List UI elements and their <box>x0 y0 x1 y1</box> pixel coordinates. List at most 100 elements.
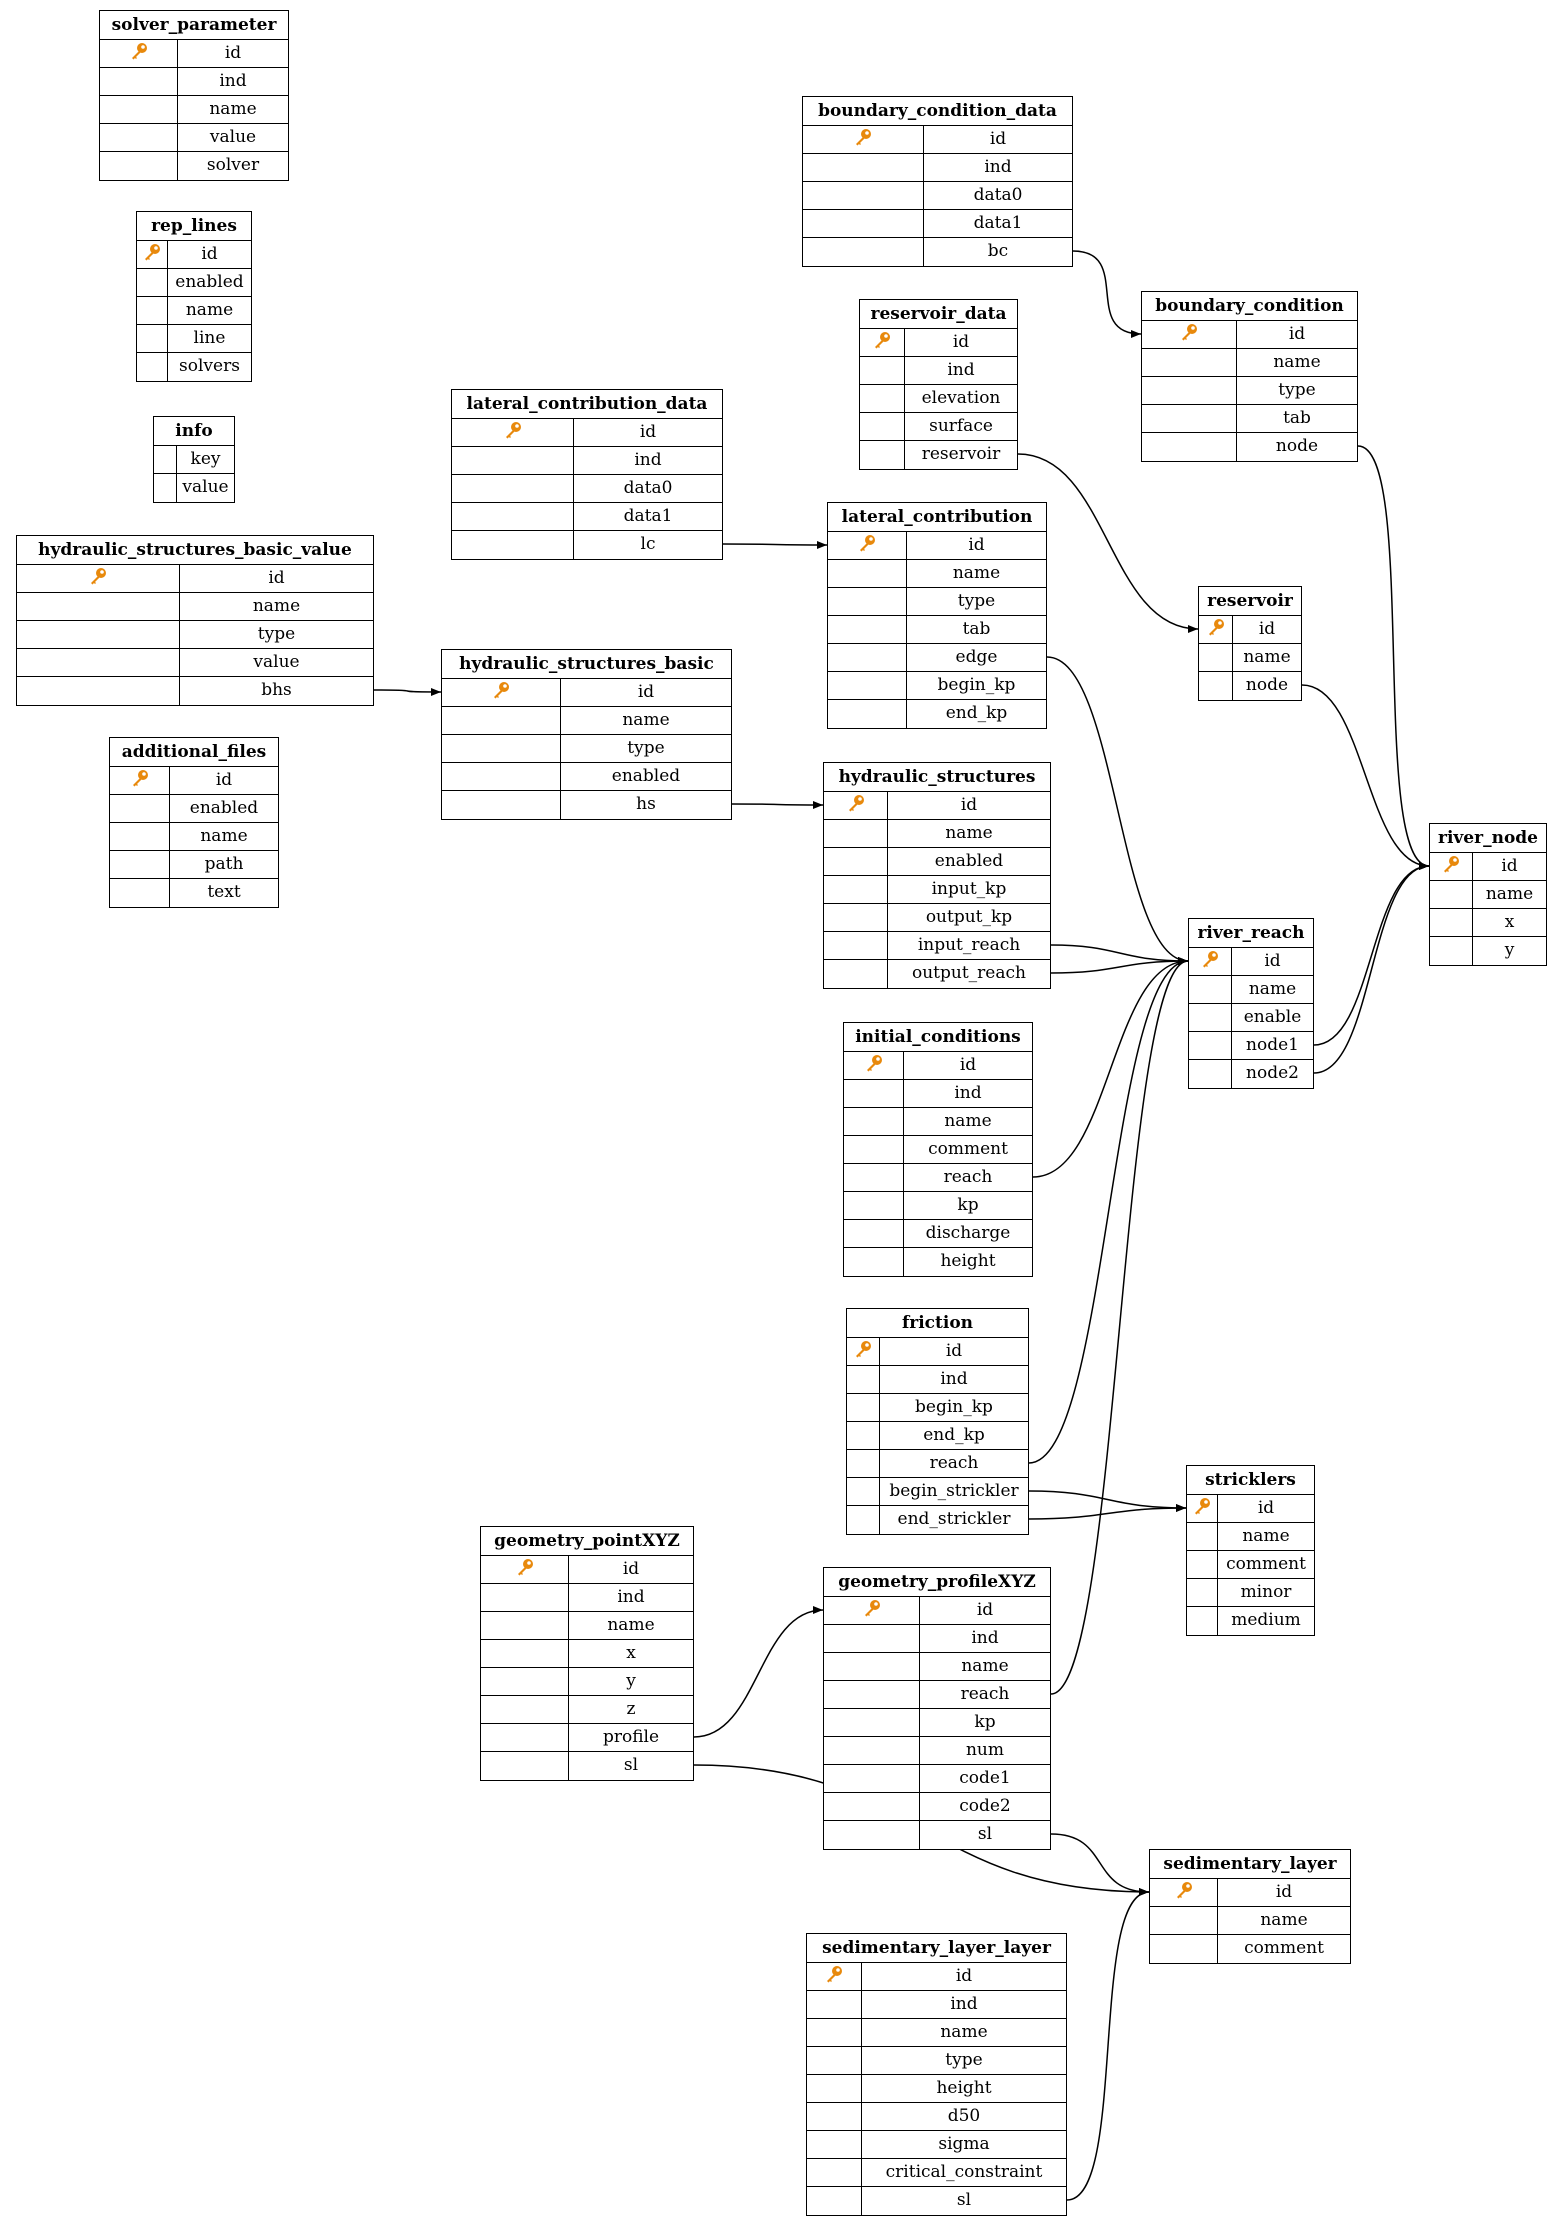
key-cell <box>824 1597 920 1624</box>
relation-initial_conditions-reach-to-river_reach <box>1032 957 1189 1178</box>
key-cell <box>481 1556 569 1583</box>
column-name: type <box>627 738 665 758</box>
table-row: ind <box>860 357 1017 385</box>
key-cell <box>481 1752 569 1780</box>
key-cell <box>481 1724 569 1751</box>
column-name: num <box>965 1740 1005 1760</box>
key-cell <box>828 672 907 699</box>
table-title: geometry_pointXYZ <box>481 1527 693 1556</box>
key-cell <box>807 2159 862 2186</box>
table-row: type <box>807 2047 1066 2075</box>
table-row: name <box>824 1653 1050 1681</box>
table-row: node <box>1142 433 1357 461</box>
relation-geometry_profileXYZ-reach-to-river_reach <box>1050 957 1189 1695</box>
key-cell <box>154 446 177 473</box>
table-row: reach <box>824 1681 1050 1709</box>
column-name: id <box>637 682 655 702</box>
table-row: name <box>828 560 1046 588</box>
relation-river_reach-node2-to-river_node <box>1313 862 1430 1074</box>
table-title: initial_conditions <box>844 1023 1032 1052</box>
column-name: end_kp <box>923 1425 985 1445</box>
column-name: id <box>952 332 970 352</box>
table-row: y <box>481 1668 693 1696</box>
key-cell <box>844 1080 904 1107</box>
key-cell <box>844 1108 904 1135</box>
column-name: medium <box>1231 1610 1301 1630</box>
table-row: id <box>824 1597 1050 1625</box>
key-cell <box>17 677 180 705</box>
table-row: enabled <box>442 763 731 791</box>
table-row: medium <box>1187 1607 1314 1635</box>
table-hydraulic-structures-basic: hydraulic_structures_basic id name type enab… <box>441 649 732 820</box>
table-row: x <box>1430 909 1546 937</box>
key-cell <box>154 474 177 502</box>
column-name: name <box>185 300 234 320</box>
table-river-reach: river_reach id name enable node1 node2 <box>1188 918 1314 1089</box>
key-cell <box>442 735 561 762</box>
table-row: ind <box>844 1080 1032 1108</box>
key-cell <box>1199 616 1233 643</box>
key-cell <box>824 1821 920 1849</box>
key-cell <box>860 441 905 469</box>
table-row: z <box>481 1696 693 1724</box>
key-cell <box>1142 377 1237 404</box>
primary-key-icon <box>846 794 866 818</box>
key-cell <box>1189 948 1232 975</box>
key-cell <box>803 154 924 181</box>
column-name: type <box>1278 380 1316 400</box>
column-name: id <box>1258 619 1276 639</box>
table-row: critical_constraint <box>807 2159 1066 2187</box>
relation-geometry_pointXYZ-profile-to-geometry_profileXYZ <box>693 1606 824 1738</box>
column-name: type <box>957 591 996 611</box>
key-cell <box>100 152 178 180</box>
table-row: sigma <box>807 2131 1066 2159</box>
column-name: node2 <box>1246 1063 1299 1083</box>
column-name: output_reach <box>912 963 1026 983</box>
table-title: lateral_contribution <box>828 503 1046 532</box>
table-row: enabled <box>824 848 1050 876</box>
table-row: key <box>154 446 234 474</box>
primary-key-icon <box>1179 323 1199 347</box>
table-row: name <box>1142 349 1357 377</box>
key-cell <box>100 40 178 67</box>
table-row: id <box>110 767 278 795</box>
column-name: bc <box>987 241 1009 261</box>
table-row: begin_kp <box>828 672 1046 700</box>
column-name: lc <box>640 534 656 554</box>
column-name: end_kp <box>945 703 1008 723</box>
table-row: id <box>481 1556 693 1584</box>
table-geometry-profileXYZ: geometry_profileXYZ id ind name reach kp num co… <box>823 1567 1051 1850</box>
key-cell <box>481 1696 569 1723</box>
table-row: node2 <box>1189 1060 1313 1088</box>
column-name: discharge <box>925 1223 1011 1243</box>
table-row: value <box>100 124 288 152</box>
key-cell <box>824 960 888 988</box>
table-title: sedimentary_layer_layer <box>807 1934 1066 1963</box>
relation-reservoir_data-reservoir-to-reservoir <box>1017 453 1199 633</box>
column-name: name <box>940 2022 988 2042</box>
column-name: d50 <box>947 2106 981 2126</box>
table-reservoir: reservoir id name node <box>1198 586 1302 701</box>
key-cell <box>110 851 170 878</box>
column-name: text <box>207 882 241 902</box>
table-row: ind <box>803 154 1072 182</box>
key-cell <box>847 1394 880 1421</box>
key-cell <box>807 2075 862 2102</box>
column-name: sl <box>623 1755 639 1775</box>
table-row: id <box>1187 1495 1314 1523</box>
key-cell <box>844 1220 904 1247</box>
key-cell <box>100 68 178 95</box>
column-name: code2 <box>959 1796 1011 1816</box>
column-name: reach <box>943 1167 993 1187</box>
table-title: reservoir <box>1199 587 1301 616</box>
column-name: enable <box>1243 1007 1302 1027</box>
key-cell <box>1189 1004 1232 1031</box>
column-name: enabled <box>611 766 681 786</box>
column-name: value <box>182 477 229 497</box>
table-stricklers: stricklers id name comment minor medium <box>1186 1465 1315 1636</box>
column-name: enabled <box>934 851 1004 871</box>
column-name: id <box>201 244 218 264</box>
table-row: type <box>442 735 731 763</box>
key-cell <box>1187 1495 1218 1522</box>
table-row: ind <box>481 1584 693 1612</box>
